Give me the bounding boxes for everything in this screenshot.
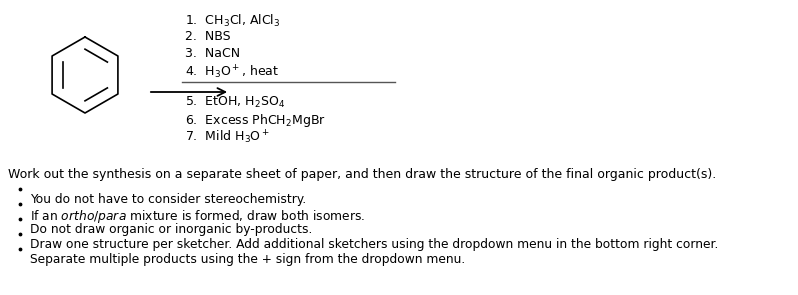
Text: Separate multiple products using the + sign from the dropdown menu.: Separate multiple products using the + s… xyxy=(30,253,465,266)
Text: 5.  EtOH, H$_2$SO$_4$: 5. EtOH, H$_2$SO$_4$ xyxy=(185,95,285,110)
Text: Work out the synthesis on a separate sheet of paper, and then draw the structure: Work out the synthesis on a separate she… xyxy=(8,168,717,181)
Text: Do not draw organic or inorganic by-products.: Do not draw organic or inorganic by-prod… xyxy=(30,223,312,236)
Text: If an $\mathit{ortho/para}$ mixture is formed, draw both isomers.: If an $\mathit{ortho/para}$ mixture is f… xyxy=(30,208,365,225)
Text: Draw one structure per sketcher. Add additional sketchers using the dropdown men: Draw one structure per sketcher. Add add… xyxy=(30,238,718,251)
Text: 1.  CH$_3$Cl, AlCl$_3$: 1. CH$_3$Cl, AlCl$_3$ xyxy=(185,13,280,29)
Text: 4.  H$_3$O$^+$, heat: 4. H$_3$O$^+$, heat xyxy=(185,64,279,81)
Text: You do not have to consider stereochemistry.: You do not have to consider stereochemis… xyxy=(30,193,306,206)
Text: 3.  NaCN: 3. NaCN xyxy=(185,47,240,60)
Text: 2.  NBS: 2. NBS xyxy=(185,30,231,43)
Text: 7.  Mild H$_3$O$^+$: 7. Mild H$_3$O$^+$ xyxy=(185,129,270,146)
Text: 6.  Excess PhCH$_2$MgBr: 6. Excess PhCH$_2$MgBr xyxy=(185,112,326,129)
